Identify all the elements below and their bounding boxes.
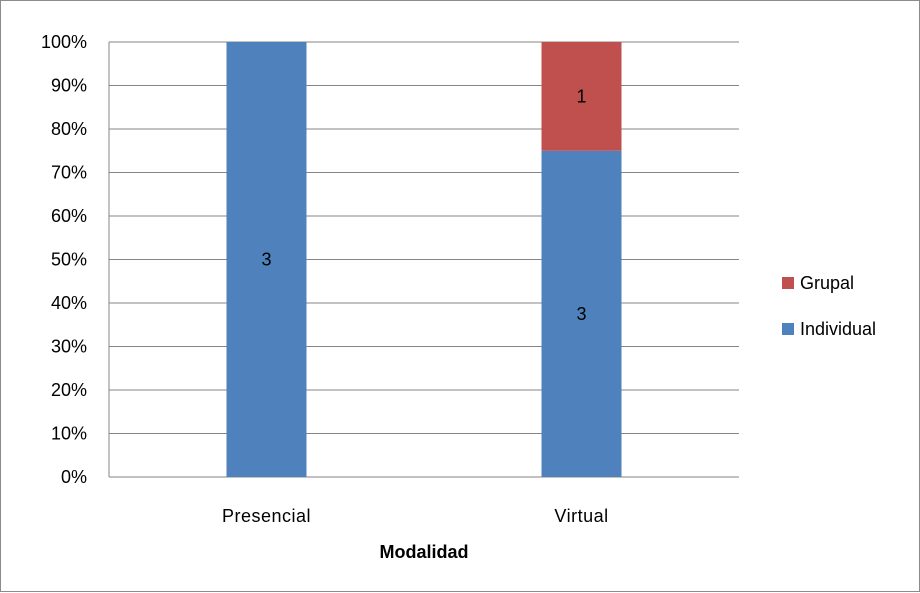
- legend-swatch-grupal: [782, 277, 794, 289]
- legend-label-grupal: Grupal: [800, 273, 854, 293]
- y-tick-label: 30%: [51, 337, 87, 357]
- x-axis-ticks: Presencial Virtual: [222, 506, 608, 526]
- y-tick-label: 50%: [51, 250, 87, 270]
- x-tick-label: Presencial: [222, 506, 311, 526]
- gridlines: [108, 41, 739, 478]
- y-tick-label: 0%: [61, 467, 87, 487]
- data-label: 3: [261, 250, 271, 270]
- y-tick-label: 40%: [51, 293, 87, 313]
- bars: [226, 42, 622, 477]
- x-tick-label: Virtual: [554, 506, 608, 526]
- legend: Grupal Individual: [782, 273, 876, 339]
- data-label: 1: [576, 86, 586, 106]
- y-tick-label: 60%: [51, 206, 87, 226]
- bar-grupal-virtual: [541, 42, 622, 151]
- legend-swatch-individual: [782, 323, 794, 335]
- bar-individual-virtual: [541, 150, 622, 477]
- y-tick-label: 100%: [41, 32, 87, 52]
- y-tick-label: 20%: [51, 380, 87, 400]
- y-tick-label: 70%: [51, 163, 87, 183]
- y-tick-label: 80%: [51, 119, 87, 139]
- x-axis-title: Modalidad: [380, 542, 469, 562]
- data-labels: 3 3 1: [261, 86, 586, 324]
- data-label: 3: [576, 304, 586, 324]
- y-axis-ticks: 0% 10% 20% 30% 40% 50% 60% 70% 80% 90% 100%: [41, 32, 87, 487]
- y-tick-label: 90%: [51, 76, 87, 96]
- y-tick-label: 10%: [51, 424, 87, 444]
- legend-label-individual: Individual: [800, 319, 876, 339]
- bar-individual-presencial: [226, 42, 307, 477]
